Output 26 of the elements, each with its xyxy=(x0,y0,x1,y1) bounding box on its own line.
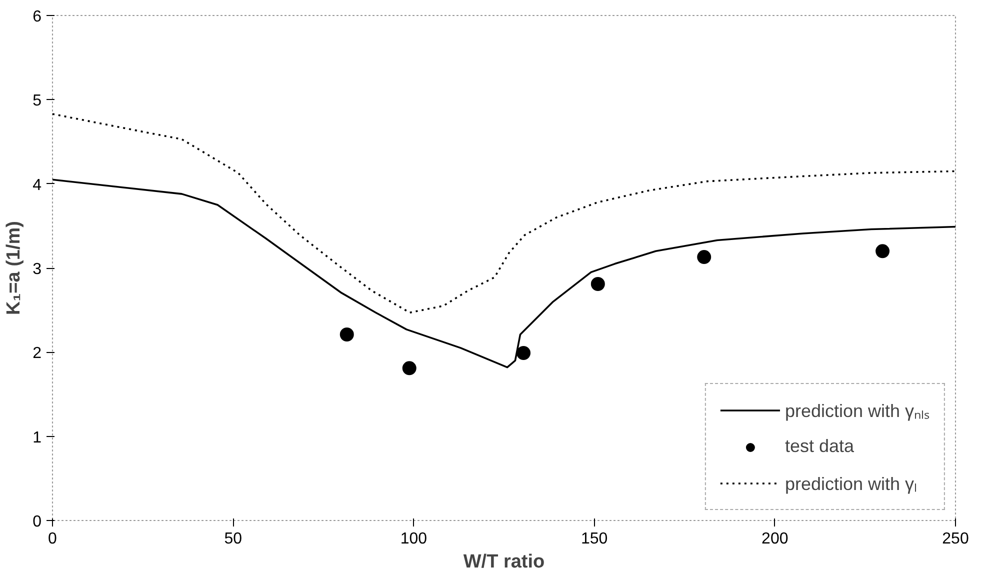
point xyxy=(516,346,531,360)
y-tick-label: 1 xyxy=(32,429,42,446)
legend-label: prediction with γₙₗₛ xyxy=(784,400,930,422)
y-axis-title: K₁=a (1/m) xyxy=(4,221,25,315)
x-tick-label: 250 xyxy=(942,530,969,548)
x-tick-label: 50 xyxy=(224,530,242,548)
line-series xyxy=(52,178,956,368)
point xyxy=(876,244,890,258)
y-tick-label: 3 xyxy=(32,261,42,278)
y-tick-label: 6 xyxy=(32,8,42,26)
point xyxy=(697,250,712,264)
line-series xyxy=(52,113,956,314)
legend-label: prediction with γₗ xyxy=(784,473,917,495)
point xyxy=(590,277,605,291)
y-tick-label: 4 xyxy=(32,176,42,194)
x-tick-label: 0 xyxy=(48,530,58,548)
x-tick-label: 100 xyxy=(400,530,428,548)
y-tick-label: 0 xyxy=(32,514,42,530)
point xyxy=(340,328,354,342)
x-tick-label: 200 xyxy=(762,530,788,548)
legend-label: test data xyxy=(784,436,854,457)
x-axis-title: W/T ratio xyxy=(463,552,545,572)
point xyxy=(402,361,416,376)
x-tick-label: 150 xyxy=(580,530,608,548)
y-tick-label: 2 xyxy=(32,345,42,362)
y-tick-label: 5 xyxy=(32,92,42,110)
